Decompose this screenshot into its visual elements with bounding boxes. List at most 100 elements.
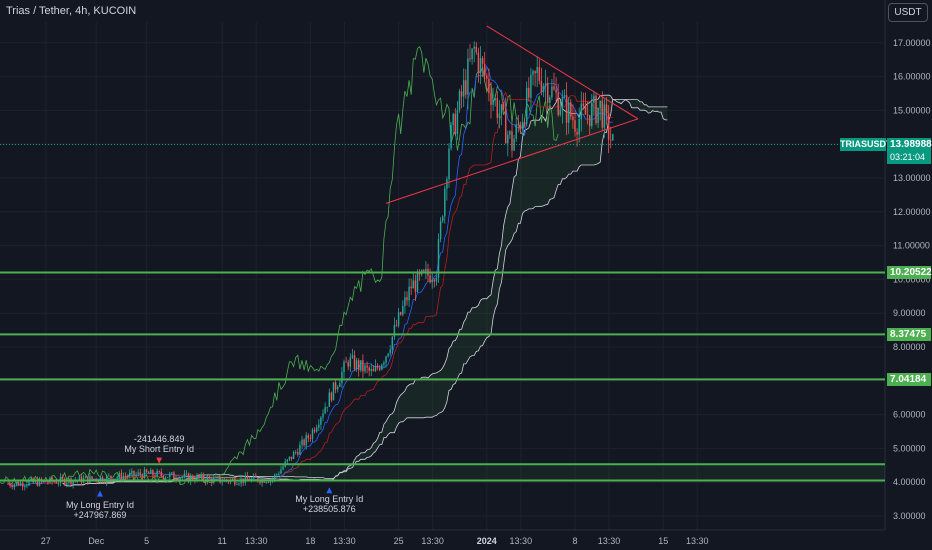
candle-body	[412, 280, 415, 289]
candle-body	[387, 353, 389, 357]
x-tick-label: 13:30	[686, 536, 709, 546]
candle-body	[187, 473, 190, 482]
candle-body	[488, 78, 490, 94]
candle-body	[171, 472, 173, 474]
candle-body	[507, 134, 509, 144]
triangle-lower-trendline	[385, 118, 639, 204]
candle-body	[135, 474, 137, 476]
candle-body	[28, 481, 30, 486]
candle-body	[166, 477, 169, 478]
candle-body	[259, 481, 261, 484]
candle-body	[336, 386, 339, 390]
long-entry-label-2-pnl: +238505.876	[302, 504, 356, 514]
x-tick-label: 15	[658, 536, 668, 546]
candle-body	[471, 48, 473, 60]
candle-body	[448, 148, 450, 180]
candle-body	[116, 477, 118, 479]
candle-body	[78, 476, 81, 481]
candle-body	[549, 97, 551, 103]
candle-body	[265, 482, 268, 483]
candle-body	[460, 91, 463, 97]
candle-body	[246, 475, 249, 480]
candle-body	[307, 435, 310, 439]
currency-button[interactable]: USDT	[888, 3, 928, 22]
candle-body	[378, 367, 381, 370]
x-tick-label: 13:30	[245, 536, 268, 546]
candle-body	[152, 469, 154, 476]
candle-body	[309, 438, 312, 440]
candle-body	[143, 469, 146, 479]
last-price-value: 13.98988	[890, 139, 932, 150]
candle-body	[231, 478, 234, 480]
candle-body	[591, 102, 593, 127]
candle-body	[118, 472, 121, 478]
candle-body	[532, 71, 534, 75]
candle-body	[580, 103, 583, 119]
candle-body	[334, 382, 337, 390]
candle-body	[563, 95, 566, 98]
candle-body	[217, 476, 219, 478]
candle-body	[101, 477, 104, 482]
candle-body	[320, 417, 322, 425]
candle-body	[349, 357, 352, 367]
candle-body	[120, 472, 123, 480]
y-tick-label: 4.00000	[893, 477, 926, 487]
ichimoku-cloud	[62, 95, 668, 486]
candle-body	[221, 481, 223, 483]
candle-body	[517, 124, 520, 126]
candle-body	[185, 473, 188, 475]
candle-body	[362, 360, 364, 372]
candle-body	[515, 124, 517, 139]
candle-body	[429, 275, 431, 283]
y-tick-label: 11.00000	[893, 241, 930, 251]
candle-body	[492, 100, 494, 105]
candle-body	[528, 87, 530, 98]
x-tick-label: 13:30	[598, 536, 621, 546]
candle-body	[108, 475, 110, 477]
candle-body	[599, 100, 601, 108]
candle-body	[595, 95, 597, 124]
candle-body	[189, 475, 192, 482]
candle-body	[481, 58, 484, 65]
candle-body	[465, 80, 467, 95]
candle-body	[17, 482, 20, 486]
y-tick-label: 8.00000	[893, 342, 926, 352]
y-tick-label: 15.00000	[893, 105, 931, 115]
candle-body	[383, 362, 385, 365]
short-entry-label-title: My Short Entry Id	[124, 444, 194, 454]
candle-body	[364, 365, 366, 372]
candle-body	[389, 349, 391, 354]
x-tick-label: 27	[41, 536, 51, 546]
bar-countdown: 03:21:04	[890, 152, 926, 162]
candle-body	[353, 355, 356, 370]
candle-body	[91, 476, 93, 480]
y-tick-label: 16.00000	[893, 72, 931, 82]
candle-body	[273, 474, 276, 480]
candle-body	[234, 478, 236, 485]
candle-body	[494, 98, 496, 101]
candle-body	[150, 469, 152, 474]
candle-body	[301, 439, 303, 445]
candle-body	[294, 451, 297, 453]
candle-body	[280, 469, 282, 474]
x-tick-label: 5	[144, 536, 149, 546]
candle-body	[332, 382, 335, 401]
candle-body	[137, 472, 139, 475]
candle-body	[572, 116, 574, 121]
candle-body	[397, 312, 400, 326]
candle-body	[582, 103, 585, 107]
candle-body	[160, 471, 163, 476]
candle-body	[372, 369, 375, 372]
candle-body	[435, 277, 438, 282]
candle-body	[509, 131, 511, 135]
candle-body	[292, 452, 295, 460]
candle-body	[570, 102, 572, 117]
candle-body	[496, 98, 499, 118]
candle-body	[565, 95, 568, 123]
candle-body	[446, 179, 448, 189]
y-tick-label: 9.00000	[893, 308, 926, 318]
candle-body	[299, 444, 301, 455]
candle-body	[395, 325, 398, 326]
candle-body	[586, 114, 589, 116]
